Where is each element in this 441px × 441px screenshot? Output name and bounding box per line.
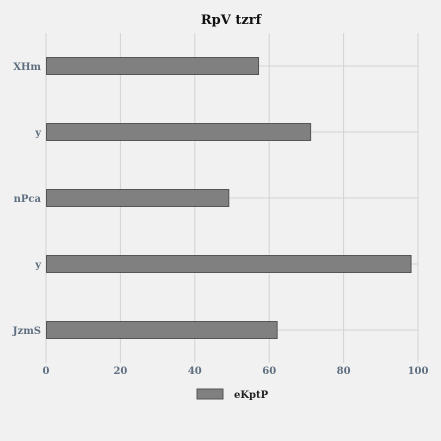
x-tick-label: 60 — [262, 366, 276, 377]
bar-layer — [46, 57, 412, 339]
chart-title: RpV tzrf — [201, 13, 263, 28]
category-label: XHm — [13, 62, 41, 73]
legend-swatch — [196, 388, 224, 400]
category-label: JzmS — [12, 326, 41, 337]
x-tick-label: 80 — [337, 366, 351, 377]
bar — [46, 123, 312, 141]
legend-label: eKptP — [234, 390, 269, 401]
bar — [46, 321, 278, 339]
category-label: nPca — [14, 194, 42, 205]
bar — [46, 57, 260, 75]
category-label: y — [34, 260, 42, 271]
x-tick-label: 20 — [113, 366, 127, 377]
x-tick-labels: 0 20 40 60 80 100 — [43, 366, 429, 377]
x-tick-label: 100 — [408, 366, 429, 377]
category-labels: XHm y nPca y JzmS — [12, 62, 42, 337]
x-tick-label: 0 — [43, 366, 50, 377]
bar — [46, 255, 412, 273]
bar — [46, 189, 230, 207]
x-tick-label: 40 — [188, 366, 202, 377]
legend: eKptP — [196, 388, 269, 401]
category-label: y — [34, 128, 42, 139]
